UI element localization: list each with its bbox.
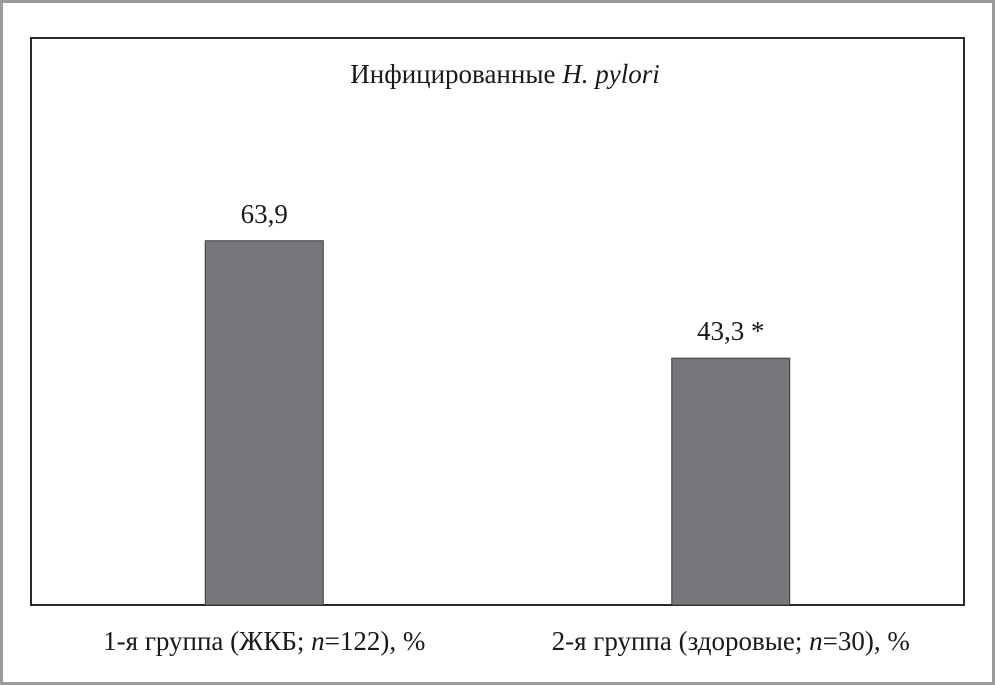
- category-label-2: 2-я группа (здоровые; n=30), %: [552, 626, 910, 656]
- bars-group: [204, 240, 791, 606]
- category-label-prefix: 1-я группа (ЖКБ;: [103, 626, 311, 656]
- chart-title-italic: H. pylori: [561, 59, 660, 89]
- chart-title: Инфицированные H. pylori: [350, 59, 659, 89]
- category-label-suffix: =122), %: [325, 626, 426, 656]
- value-label-1: 63,9: [241, 199, 288, 229]
- chart-title-main: Инфицированные: [350, 59, 555, 89]
- category-label-prefix: 2-я группа (здоровые;: [552, 626, 810, 656]
- bar-2: [671, 357, 791, 606]
- category-label-suffix: =30), %: [823, 626, 910, 656]
- value-labels-group: 63,9 43,3 *: [241, 199, 765, 346]
- plot-area: [30, 37, 965, 606]
- bar-1: [204, 240, 324, 606]
- category-label-n-symbol: n: [311, 626, 325, 656]
- category-labels-group: 1-я группа (ЖКБ; n=122), % 2-я группа (зд…: [103, 626, 910, 656]
- value-label-2: 43,3 *: [697, 316, 765, 346]
- category-label-1: 1-я группа (ЖКБ; n=122), %: [103, 626, 425, 656]
- category-label-n-symbol: n: [809, 626, 823, 656]
